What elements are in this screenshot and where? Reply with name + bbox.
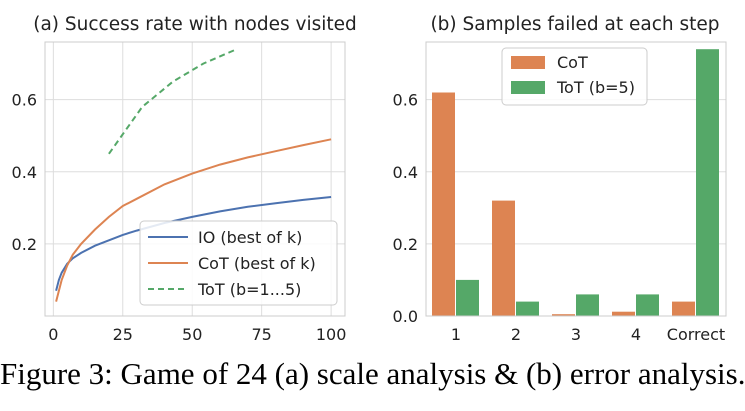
- chart-b-bar: [492, 200, 515, 316]
- figure-caption: Figure 3: Game of 24 (a) scale analysis …: [0, 356, 745, 391]
- chart-a-y-tick-label: 0.6: [12, 91, 37, 110]
- chart-a-legend-label: CoT (best of k): [198, 254, 316, 273]
- chart-a-legend-box: [139, 220, 338, 306]
- chart-b-bar: [456, 279, 479, 316]
- chart-a-x-tick-label: 100: [316, 325, 347, 344]
- chart-b-legend-label: ToT (b=5): [556, 78, 635, 97]
- chart-b-error-analysis: (b) Samples failed at each step 1 2 3 4 Corr…: [393, 14, 727, 344]
- chart-b-x-tick-labels: 1 2 3 4 Correct: [451, 325, 725, 344]
- chart-a-x-tick-label: 25: [113, 325, 133, 344]
- chart-b-bar: [432, 92, 455, 316]
- chart-b-x-tick-label: 1: [451, 325, 461, 344]
- chart-b-legend: CoT ToT (b=5): [501, 47, 648, 106]
- chart-b-bar: [516, 301, 539, 316]
- chart-b-y-tick-label: 0.0: [393, 307, 418, 326]
- chart-a-plot-frame: [44, 41, 346, 317]
- chart-a-scale-analysis: (a) Success rate with nodes visited 0 25 5…: [12, 14, 357, 344]
- chart-b-plot-frame: [425, 41, 727, 317]
- chart-a-x-tick-label: 0: [48, 325, 58, 344]
- chart-a-y-tick-label: 0.4: [12, 163, 37, 182]
- chart-b-y-tick-label: 0.6: [393, 91, 418, 110]
- chart-b-bars: [432, 49, 719, 316]
- chart-a-x-tick-label: 50: [182, 325, 202, 344]
- chart-b-bar: [672, 301, 695, 316]
- chart-a-series-line: [55, 196, 332, 292]
- chart-b-y-tick-labels: 0.0 0.2 0.4 0.6: [393, 91, 418, 326]
- chart-a-series-line: [55, 138, 332, 302]
- chart-a-y-tick-labels: 0.2 0.4 0.6: [12, 91, 37, 254]
- chart-b-bar: [552, 314, 575, 316]
- chart-b-bar: [696, 49, 719, 316]
- chart-a-series-line: [108, 48, 238, 155]
- chart-b-legend-swatch: [511, 81, 545, 94]
- chart-a-legend-label: IO (best of k): [198, 228, 302, 247]
- chart-b-y-tick-label: 0.4: [393, 163, 418, 182]
- chart-a-series-lines: [55, 48, 332, 302]
- chart-b-bar: [636, 294, 659, 316]
- chart-a-x-tick-label: 75: [251, 325, 271, 344]
- chart-b-legend-label: CoT: [557, 53, 588, 72]
- chart-a-x-tick-labels: 0 25 50 75 100: [48, 325, 346, 344]
- chart-a-legend: IO (best of k) CoT (best of k) ToT (b=1...…: [139, 220, 338, 306]
- chart-b-y-tick-label: 0.2: [393, 235, 418, 254]
- chart-a-y-tick-label: 0.2: [12, 235, 37, 254]
- chart-b-bar: [576, 294, 599, 316]
- chart-b-bar: [612, 311, 635, 316]
- chart-b-x-tick-label: 2: [511, 325, 521, 344]
- chart-b-legend-swatch: [511, 56, 545, 69]
- chart-b-x-tick-label: Correct: [667, 325, 725, 344]
- chart-a-legend-label: ToT (b=1...5): [197, 280, 301, 299]
- chart-a-title: (a) Success rate with nodes visited: [33, 14, 357, 35]
- chart-b-x-tick-label: 4: [631, 325, 641, 344]
- chart-b-x-tick-label: 3: [571, 325, 581, 344]
- chart-b-title: (b) Samples failed at each step: [430, 14, 719, 35]
